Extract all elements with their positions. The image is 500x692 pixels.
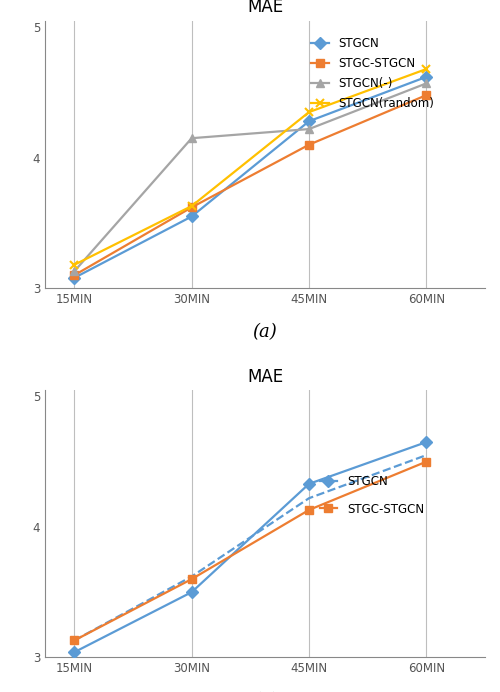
Text: (a): (a) [252, 323, 278, 341]
Legend: STGCN, STGC-STGCN, STGCN(-), STGCN(random): STGCN, STGC-STGCN, STGCN(-), STGCN(rando… [306, 32, 438, 115]
Legend: STGCN, STGC-STGCN: STGCN, STGC-STGCN [315, 471, 428, 520]
Title: MAE: MAE [247, 0, 283, 17]
Title: MAE: MAE [247, 367, 283, 385]
